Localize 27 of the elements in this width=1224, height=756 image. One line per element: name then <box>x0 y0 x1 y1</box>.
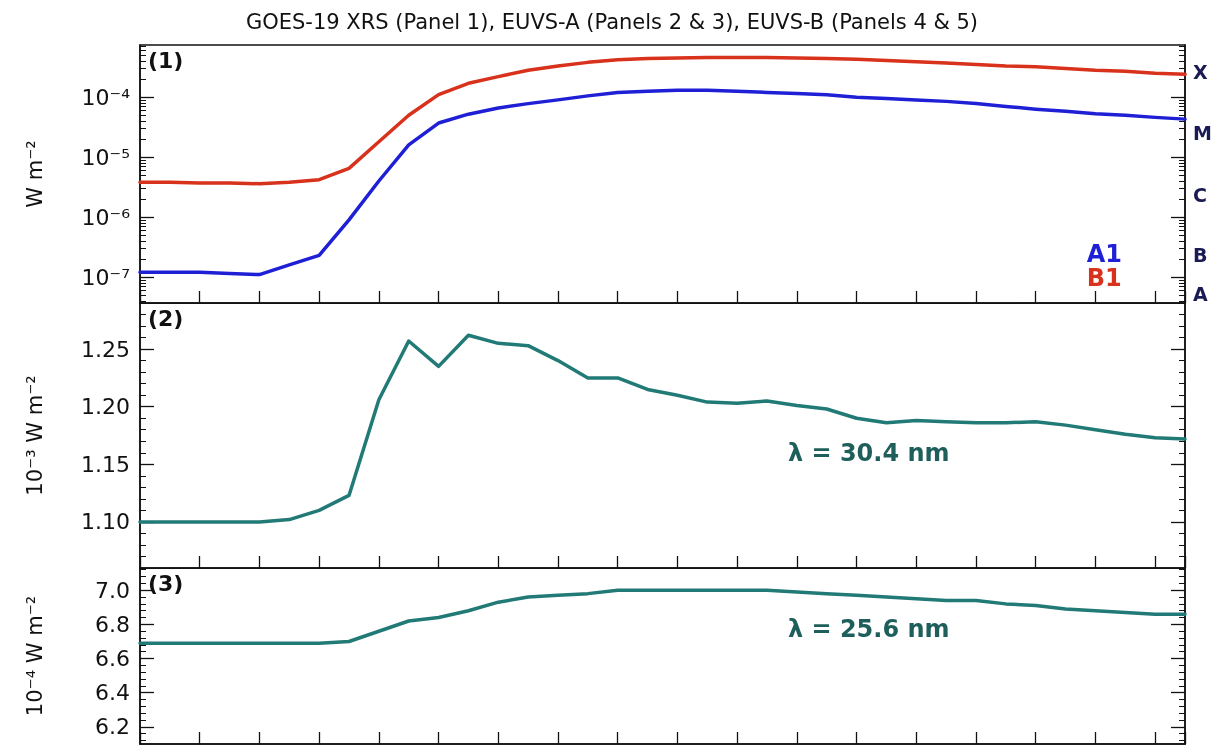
y-tick-label: 6.4 <box>95 680 130 706</box>
y-tick-label: 7.0 <box>95 577 130 603</box>
y-tick-label: 1.15 <box>81 451 130 477</box>
y-axis-title: 10⁻³ W m⁻² <box>22 375 47 496</box>
y-tick-label: 1.10 <box>81 509 130 535</box>
text: X <box>1193 61 1208 84</box>
annotation: λ = 30.4 nm <box>787 438 950 467</box>
y-tick-label: 6.8 <box>95 611 130 637</box>
chart-title: GOES-19 XRS (Panel 1), EUVS-A (Panels 2 & 3), EUVS-B (Panels 4 & 5) <box>245 9 979 34</box>
y-axis-title: 10⁻⁴ W m⁻² <box>22 595 47 717</box>
annotation: (3) <box>148 570 184 596</box>
y-tick-label: 1.20 <box>81 394 130 420</box>
y-axis-title: W m⁻² <box>22 140 47 208</box>
annotation: (1) <box>148 47 184 73</box>
y-tick-label: 1.25 <box>81 336 130 362</box>
y-tick-label: 10⁻⁶ <box>81 204 131 230</box>
annotation: λ = 25.6 nm <box>787 615 950 644</box>
y-tick-label: 10⁻⁴ <box>81 84 131 110</box>
annotation: (2) <box>148 305 184 331</box>
y-tick-label: 6.6 <box>95 646 130 672</box>
text: A <box>1193 282 1208 305</box>
y-tick-label: 10⁻⁷ <box>81 264 130 290</box>
text: C <box>1193 183 1207 206</box>
text: M <box>1193 121 1212 144</box>
text: B <box>1193 244 1208 267</box>
y-tick-label: 10⁻⁵ <box>81 144 130 170</box>
y-tick-label: 6.2 <box>95 714 130 740</box>
